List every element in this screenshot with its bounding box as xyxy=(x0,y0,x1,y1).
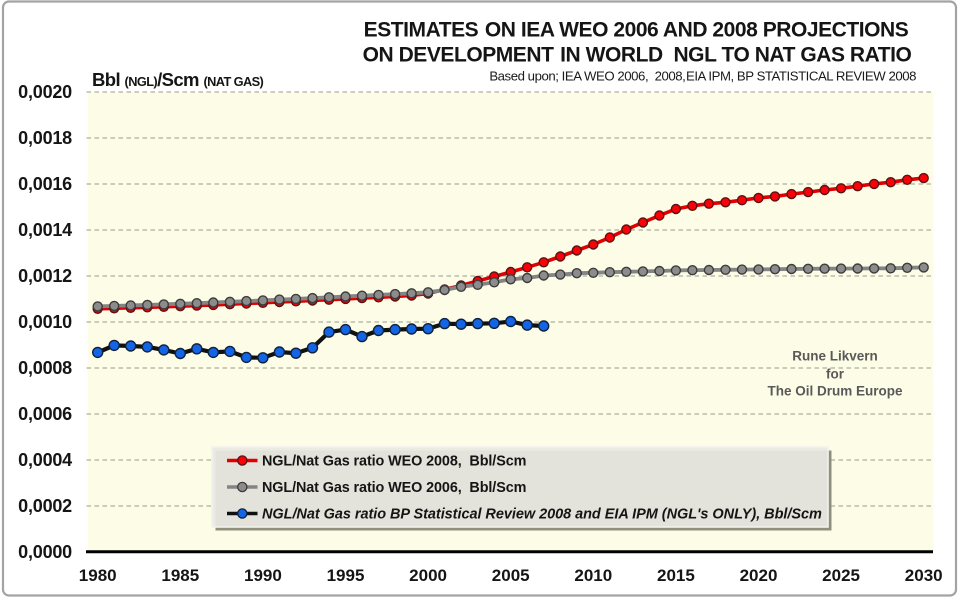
svg-text:0,0006: 0,0006 xyxy=(18,404,72,424)
svg-text:0,0020: 0,0020 xyxy=(18,82,72,102)
svg-text:Based upon; IEA WEO 2006, 200: Based upon; IEA WEO 2006, 2008, EIA IPM,… xyxy=(489,69,916,84)
svg-text:0,0016: 0,0016 xyxy=(18,174,72,194)
svg-text:1980: 1980 xyxy=(79,566,117,585)
svg-text:ESTIMATES ON IEA WEO 2006 AND: ESTIMATES ON IEA WEO 2006 AND 2008 PROJE… xyxy=(364,19,909,42)
svg-text:2010: 2010 xyxy=(574,566,612,585)
svg-text:1995: 1995 xyxy=(327,566,365,585)
svg-text:NGL/Nat Gas ratio BP Statistic: NGL/Nat Gas ratio BP Statistical Review … xyxy=(262,507,822,523)
svg-text:0,0010: 0,0010 xyxy=(18,312,72,332)
svg-text:2025: 2025 xyxy=(822,566,860,585)
svg-text:ON DEVELOPMENT IN WORLD NGL: ON DEVELOPMENT IN WORLD NGL TO NAT GAS R… xyxy=(363,44,912,67)
svg-text:2020: 2020 xyxy=(740,566,778,585)
svg-text:0,0002: 0,0002 xyxy=(18,496,72,516)
svg-text:0,0018: 0,0018 xyxy=(18,128,72,148)
svg-text:0,0008: 0,0008 xyxy=(18,358,72,378)
svg-text:Rune Likvern: Rune Likvern xyxy=(792,349,878,364)
svg-text:0,0014: 0,0014 xyxy=(18,220,72,240)
svg-text:0,0000: 0,0000 xyxy=(18,542,72,562)
svg-text:Bbl (NGL)/Scm (NAT GAS): Bbl (NGL)/Scm (NAT GAS) xyxy=(92,69,264,90)
svg-text:1990: 1990 xyxy=(244,566,282,585)
svg-text:2015: 2015 xyxy=(657,566,695,585)
svg-text:0,0012: 0,0012 xyxy=(18,266,72,286)
svg-text:2005: 2005 xyxy=(492,566,530,585)
svg-text:for: for xyxy=(826,367,845,382)
svg-text:NGL/Nat Gas ratio WEO 2006, B: NGL/Nat Gas ratio WEO 2006, Bbl/Scm xyxy=(262,480,526,496)
svg-text:0,0004: 0,0004 xyxy=(18,450,72,470)
svg-text:The Oil Drum Europe: The Oil Drum Europe xyxy=(767,384,903,399)
svg-text:NGL/Nat Gas ratio WEO 2008, B: NGL/Nat Gas ratio WEO 2008, Bbl/Scm xyxy=(262,454,526,470)
svg-text:2030: 2030 xyxy=(905,566,943,585)
svg-text:1985: 1985 xyxy=(161,566,199,585)
svg-text:2000: 2000 xyxy=(409,566,447,585)
